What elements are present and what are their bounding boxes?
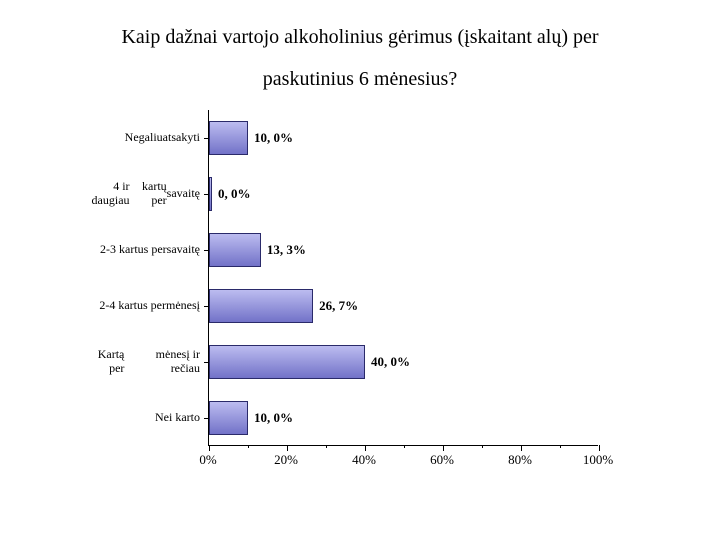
x-axis-label: 60% <box>430 452 454 468</box>
bar <box>209 177 212 211</box>
x-axis-label: 80% <box>508 452 532 468</box>
category-label: Nei karto <box>80 390 208 446</box>
bar-value-label: 13, 3% <box>267 242 306 258</box>
bar-value-label: 10, 0% <box>254 410 293 426</box>
bar <box>209 121 248 155</box>
title-line-1: Kaip dažnai vartojo alkoholinius gėrimus… <box>121 26 598 48</box>
category-label: Negaliuatsakyti <box>80 110 208 166</box>
y-axis-categories: Negaliuatsakyti4 ir daugiaukartų persava… <box>80 110 208 446</box>
bar-value-label: 40, 0% <box>371 354 410 370</box>
bar-row: 0, 0% <box>209 166 598 222</box>
chart-title: Kaip dažnai vartojo alkoholinius gėrimus… <box>0 0 720 100</box>
category-label: Kartą permėnesį ir rečiau <box>80 334 208 390</box>
bar-value-label: 10, 0% <box>254 130 293 146</box>
y-tick <box>204 250 209 251</box>
bar-row: 10, 0% <box>209 110 598 166</box>
chart-container: Negaliuatsakyti4 ir daugiaukartų persava… <box>80 110 640 468</box>
y-tick <box>204 138 209 139</box>
x-tick-major <box>599 445 600 451</box>
bar-value-label: 0, 0% <box>218 186 251 202</box>
category-label: 2-4 kartus permėnesį <box>80 278 208 334</box>
x-axis-labels: 0%20%40%60%80%100% <box>208 446 598 468</box>
y-tick <box>204 194 209 195</box>
y-tick <box>204 418 209 419</box>
bar <box>209 345 365 379</box>
category-label: 2-3 kartus persavaitę <box>80 222 208 278</box>
bar <box>209 289 313 323</box>
bar <box>209 233 261 267</box>
bar-row: 13, 3% <box>209 222 598 278</box>
bar-row: 26, 7% <box>209 278 598 334</box>
x-axis-label: 0% <box>199 452 216 468</box>
x-axis-label: 40% <box>352 452 376 468</box>
category-label: 4 ir daugiaukartų persavaitę <box>80 166 208 222</box>
x-axis-label: 20% <box>274 452 298 468</box>
y-tick <box>204 362 209 363</box>
bar-value-label: 26, 7% <box>319 298 358 314</box>
bar <box>209 401 248 435</box>
y-tick <box>204 306 209 307</box>
x-axis-label: 100% <box>583 452 613 468</box>
plot-area: 10, 0% 0, 0% 13, 3% 26, 7% 40, 0% 10, 0% <box>208 110 598 446</box>
bars-group: 10, 0% 0, 0% 13, 3% 26, 7% 40, 0% 10, 0% <box>209 110 598 446</box>
bar-row: 10, 0% <box>209 390 598 446</box>
title-line-2: paskutinius 6 mėnesius? <box>263 68 457 90</box>
bar-row: 40, 0% <box>209 334 598 390</box>
